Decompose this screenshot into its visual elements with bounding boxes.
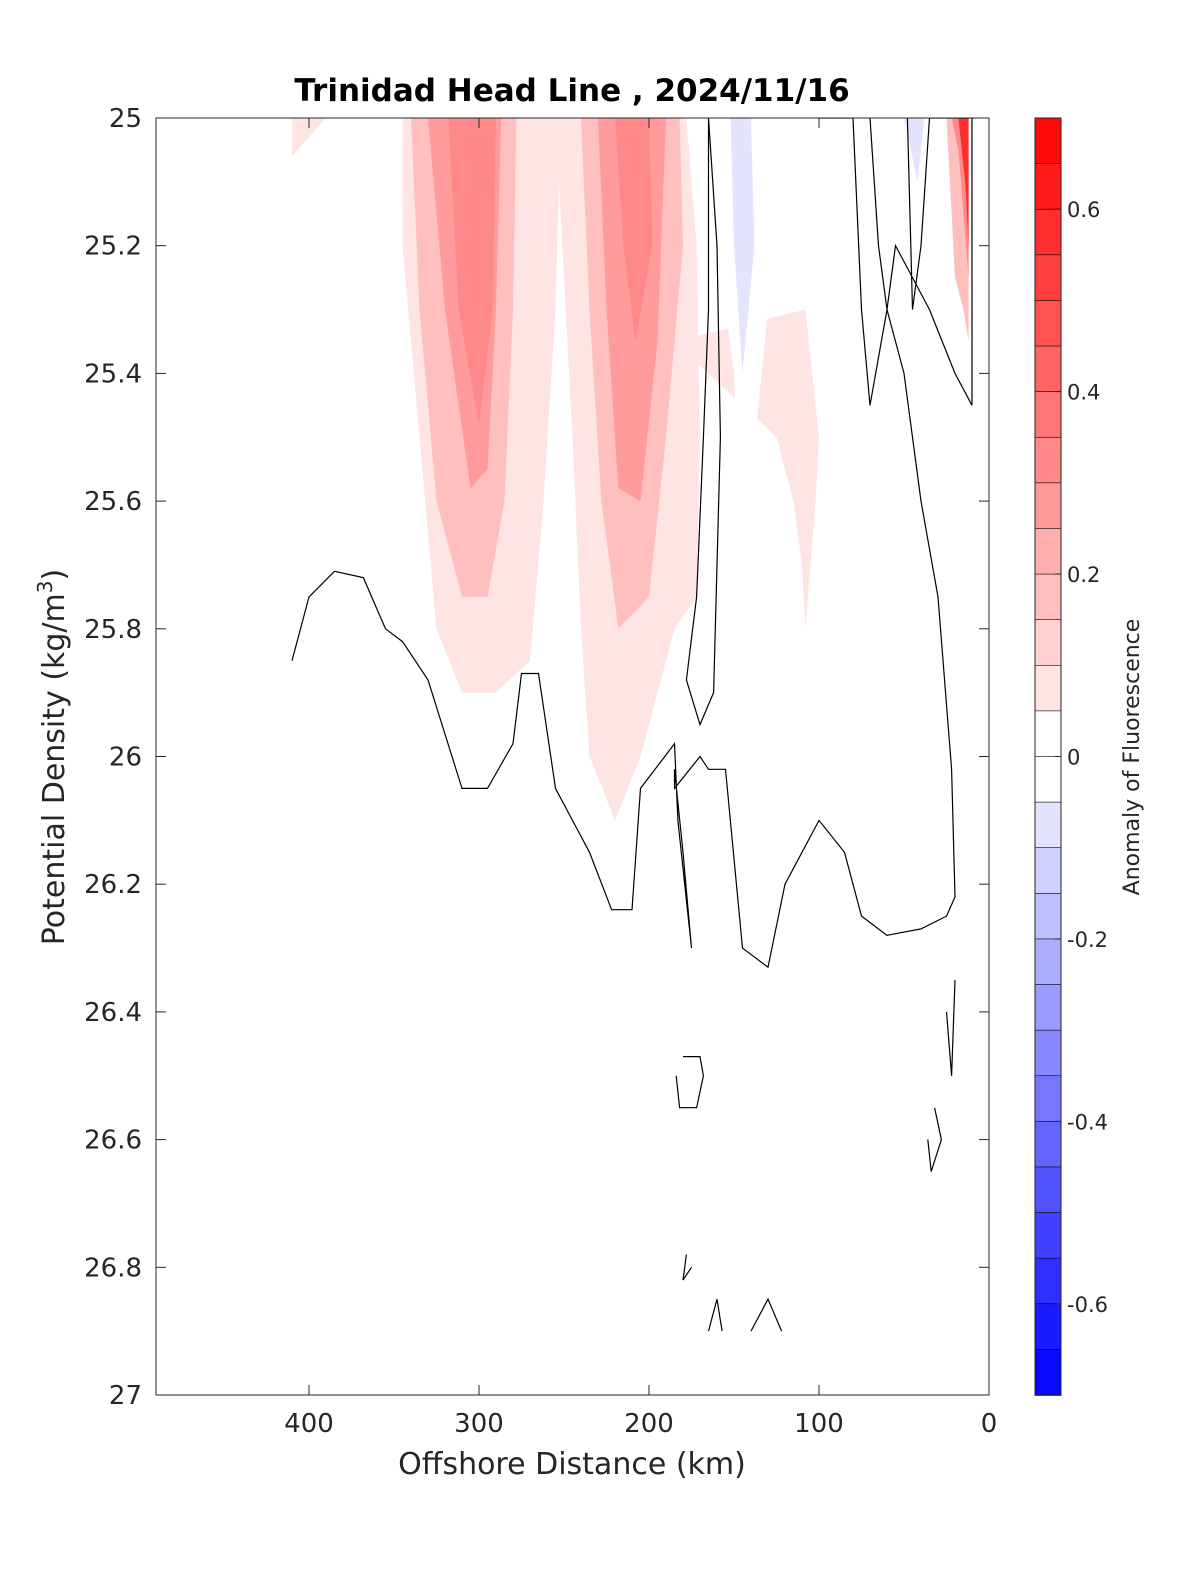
colorbar-band xyxy=(1034,163,1062,211)
colorbar-band xyxy=(1034,391,1062,439)
colorbar-label: Anomaly of Fluorescence xyxy=(1120,619,1145,896)
y-tick-label: 26.4 xyxy=(84,998,142,1028)
colorbar-band xyxy=(1034,756,1062,803)
y-tick-label: 25.4 xyxy=(84,359,142,389)
colorbar: 0.6 0.4 0.2 0 -0.2 -0.4 -0.6 xyxy=(1034,117,1108,1396)
colorbar-band xyxy=(1034,1349,1062,1396)
colorbar-band xyxy=(1034,573,1062,621)
contour-line-0 xyxy=(291,118,956,969)
y-tick-label: 25 xyxy=(109,104,142,134)
filled-region-3 xyxy=(448,118,496,425)
x-tick-label: 0 xyxy=(981,1409,998,1439)
y-axis-label-superscript: 3 xyxy=(33,580,57,593)
x-tick-label: 300 xyxy=(454,1409,504,1439)
colorbar-band xyxy=(1034,1257,1062,1305)
filled-region-18 xyxy=(292,692,469,1140)
contour-line-4 xyxy=(927,1107,943,1172)
y-axis-label: Potential Density (kg/m3) xyxy=(33,569,72,945)
x-tick-label: 100 xyxy=(794,1409,844,1439)
colorbar-band xyxy=(1034,1212,1062,1259)
axis-ticks xyxy=(156,117,990,1396)
filled-contour-layer xyxy=(292,118,969,1332)
colorbar-tick-label: 0.6 xyxy=(1067,198,1100,222)
colorbar-tick-label: 0 xyxy=(1067,746,1080,770)
filled-region-14 xyxy=(730,118,755,374)
colorbar-band xyxy=(1034,938,1062,986)
colorbar-tick-label: -0.2 xyxy=(1067,928,1108,952)
contour-line-3 xyxy=(675,1055,705,1109)
colorbar-band xyxy=(1034,254,1062,302)
colorbar-tick-label: 0.2 xyxy=(1067,563,1100,587)
y-tick-label: 26.8 xyxy=(84,1253,142,1283)
y-axis-label-main: Potential Density (kg/m xyxy=(37,593,72,945)
filled-region-20 xyxy=(479,1203,547,1332)
filled-region-9 xyxy=(292,118,326,157)
chart-title: Trinidad Head Line , 2024/11/16 xyxy=(294,73,849,109)
colorbar-band xyxy=(1034,345,1062,393)
filled-region-19 xyxy=(343,1203,364,1300)
y-tick-label: 26.6 xyxy=(84,1126,142,1156)
colorbar-band xyxy=(1034,1303,1062,1351)
colorbar-band xyxy=(1034,893,1062,940)
colorbar-band xyxy=(1034,1121,1062,1168)
filled-region-16 xyxy=(904,118,925,182)
colorbar-band xyxy=(1034,801,1062,849)
colorbar-band xyxy=(1034,300,1062,347)
colorbar-tick-label: -0.4 xyxy=(1067,1110,1108,1134)
colorbar-band xyxy=(1034,482,1062,530)
y-tick-label: 26.2 xyxy=(84,870,142,900)
colorbar-band xyxy=(1034,710,1062,758)
colorbar-band xyxy=(1034,436,1062,484)
filled-region-8 xyxy=(674,309,819,629)
colorbar-band xyxy=(1034,1029,1062,1077)
contour-line-1 xyxy=(685,118,722,727)
contour-line-2 xyxy=(819,118,973,406)
colorbar-band xyxy=(1034,619,1062,667)
y-axis-label-end: ) xyxy=(37,569,72,581)
contour-line-7 xyxy=(707,1299,723,1332)
colorbar-band xyxy=(1034,528,1062,575)
colorbar-band xyxy=(1034,208,1062,256)
y-tick-label: 27 xyxy=(109,1381,142,1411)
filled-region-12 xyxy=(958,118,969,246)
filled-region-21 xyxy=(487,1107,505,1172)
contour-line-layer xyxy=(291,118,973,1332)
contour-line-6 xyxy=(682,1254,692,1281)
colorbar-band xyxy=(1034,984,1062,1031)
y-tick-label: 26 xyxy=(109,743,142,773)
contour-line-8 xyxy=(750,1297,783,1332)
colorbar-band xyxy=(1034,847,1062,895)
y-tick-label: 25.2 xyxy=(84,232,142,262)
colorbar-band xyxy=(1034,664,1062,712)
y-tick-label: 25.6 xyxy=(84,487,142,517)
colorbar-band xyxy=(1034,1075,1062,1123)
y-tick-label: 25.8 xyxy=(84,615,142,645)
x-axis-label: Offshore Distance (km) xyxy=(398,1447,746,1482)
colorbar-tick-label: 0.4 xyxy=(1067,381,1100,405)
colorbar-ticks: 0.6 0.4 0.2 0 -0.2 -0.4 -0.6 xyxy=(1055,198,1108,1317)
y-axis-tick-labels: 25 25.2 25.4 25.6 25.8 26 26.2 26.4 26.6 26.8 27 xyxy=(84,104,142,1411)
x-axis-tick-labels: 400 300 200 100 0 xyxy=(284,1409,997,1439)
plot-area xyxy=(155,117,990,1396)
contour-line-5 xyxy=(945,979,956,1076)
x-tick-label: 200 xyxy=(624,1409,674,1439)
x-tick-label: 400 xyxy=(284,1409,334,1439)
colorbar-band xyxy=(1034,1166,1062,1214)
filled-region-7 xyxy=(615,118,653,342)
colorbar-band xyxy=(1034,117,1062,165)
colorbar-tick-label: -0.6 xyxy=(1067,1293,1108,1317)
